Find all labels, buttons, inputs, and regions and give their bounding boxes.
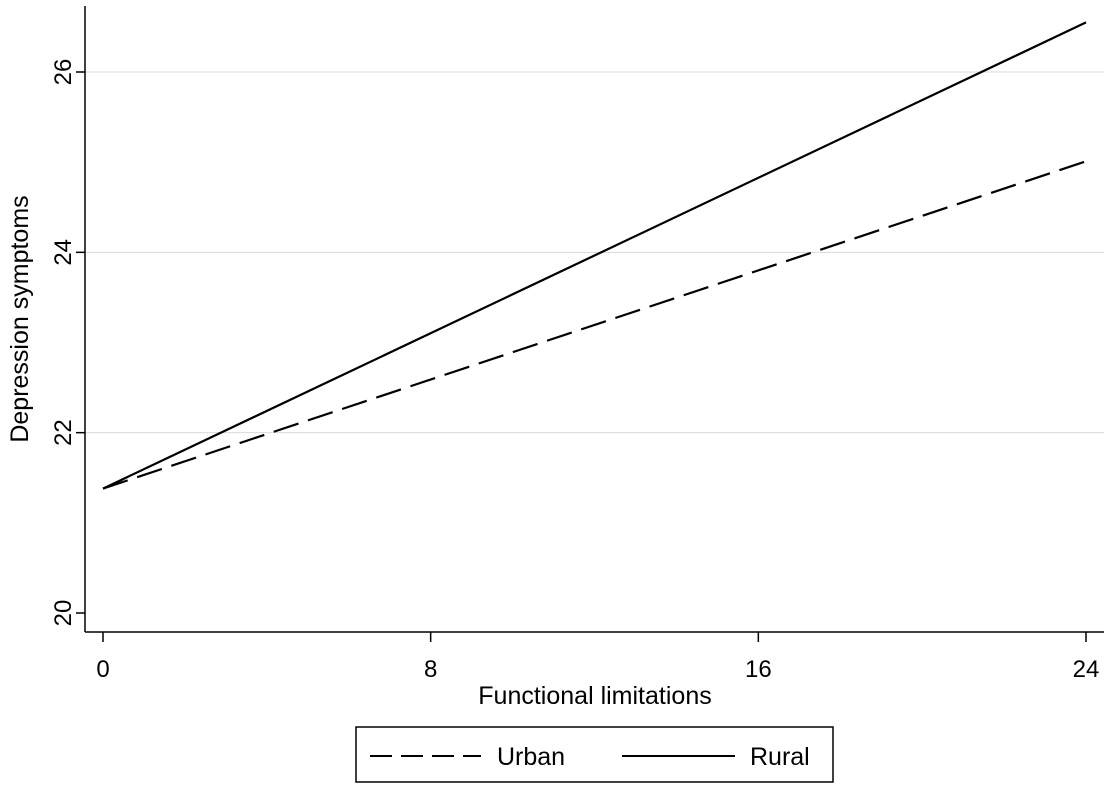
legend: Urban Rural [355, 726, 834, 783]
gridlines [85, 71, 1104, 434]
legend-box [355, 726, 834, 783]
y-tick-label: 26 [50, 59, 77, 86]
y-tick-label: 20 [50, 600, 77, 627]
series-lines [102, 21, 1087, 490]
legend-label-rural: Rural [750, 743, 810, 771]
x-tick-label: 0 [96, 656, 109, 683]
x-tick-label: 8 [424, 656, 437, 683]
legend-label-urban: Urban [497, 743, 565, 771]
series-line-urban [102, 160, 1087, 490]
y-tick-label: 22 [50, 419, 77, 446]
x-tick-label: 24 [1073, 656, 1100, 683]
y-axis-title: Depression symptoms [6, 195, 34, 442]
x-axis-ticks: 0 8 16 24 [96, 632, 1099, 683]
y-axis-ticks: 20 22 24 26 [50, 59, 85, 627]
x-axis-title: Functional limitations [478, 682, 711, 710]
x-tick-label: 16 [745, 656, 772, 683]
y-tick-label: 24 [50, 239, 77, 266]
series-line-rural [102, 21, 1087, 490]
